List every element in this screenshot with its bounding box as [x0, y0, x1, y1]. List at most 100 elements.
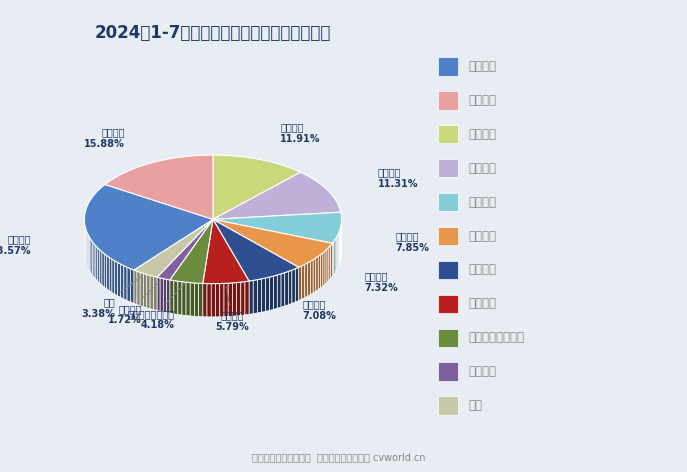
- Text: 徐工汽车
15.88%: 徐工汽车 15.88%: [84, 127, 124, 149]
- PathPatch shape: [203, 284, 207, 317]
- PathPatch shape: [190, 283, 194, 316]
- Text: 东风公司
7.08%: 东风公司 7.08%: [302, 299, 337, 321]
- Text: 三一集团
23.57%: 三一集团 23.57%: [0, 234, 31, 255]
- PathPatch shape: [213, 219, 333, 267]
- PathPatch shape: [134, 219, 213, 277]
- PathPatch shape: [170, 219, 213, 284]
- PathPatch shape: [269, 276, 273, 311]
- PathPatch shape: [330, 243, 333, 278]
- PathPatch shape: [285, 271, 289, 306]
- Text: 数据来源：交强险统计  制图：第一商用车网 cvworld.cn: 数据来源：交强险统计 制图：第一商用车网 cvworld.cn: [252, 453, 426, 463]
- PathPatch shape: [174, 280, 178, 314]
- PathPatch shape: [91, 240, 93, 275]
- PathPatch shape: [311, 260, 313, 295]
- PathPatch shape: [318, 254, 321, 289]
- Text: 陕汽集团: 陕汽集团: [469, 229, 497, 243]
- PathPatch shape: [329, 245, 330, 280]
- PathPatch shape: [104, 254, 106, 289]
- PathPatch shape: [124, 266, 127, 301]
- PathPatch shape: [186, 282, 190, 316]
- PathPatch shape: [232, 283, 236, 316]
- PathPatch shape: [109, 257, 112, 293]
- PathPatch shape: [220, 283, 224, 317]
- FancyBboxPatch shape: [438, 227, 458, 245]
- PathPatch shape: [93, 242, 94, 277]
- PathPatch shape: [131, 269, 134, 303]
- Text: 其他: 其他: [469, 399, 482, 413]
- PathPatch shape: [281, 273, 285, 307]
- PathPatch shape: [213, 155, 300, 219]
- PathPatch shape: [121, 264, 124, 299]
- Text: 远程新能源商用车: 远程新能源商用车: [469, 331, 524, 345]
- Text: 徐工汽车: 徐工汽车: [469, 93, 497, 107]
- PathPatch shape: [334, 239, 335, 275]
- PathPatch shape: [266, 277, 269, 312]
- FancyBboxPatch shape: [438, 261, 458, 279]
- PathPatch shape: [194, 283, 199, 317]
- Text: 中国重汽
11.31%: 中国重汽 11.31%: [378, 167, 418, 189]
- PathPatch shape: [335, 237, 337, 273]
- Text: 其他
3.38%: 其他 3.38%: [82, 276, 143, 319]
- Text: 一汽解放: 一汽解放: [469, 195, 497, 209]
- PathPatch shape: [98, 248, 100, 283]
- PathPatch shape: [321, 253, 323, 288]
- PathPatch shape: [292, 269, 295, 303]
- PathPatch shape: [87, 233, 89, 269]
- PathPatch shape: [140, 272, 144, 307]
- PathPatch shape: [278, 274, 281, 308]
- PathPatch shape: [207, 284, 212, 317]
- PathPatch shape: [254, 280, 258, 314]
- PathPatch shape: [316, 256, 318, 291]
- Text: 2024年1-7月充电重卡品牌市场份额占比一览: 2024年1-7月充电重卡品牌市场份额占比一览: [95, 24, 331, 42]
- PathPatch shape: [302, 264, 305, 299]
- PathPatch shape: [94, 244, 96, 279]
- PathPatch shape: [166, 279, 170, 313]
- PathPatch shape: [160, 278, 164, 312]
- Text: 三一集团: 三一集团: [469, 59, 497, 73]
- Text: 宇通集团: 宇通集团: [469, 127, 497, 141]
- Text: 北奔重汽: 北奔重汽: [469, 365, 497, 379]
- PathPatch shape: [327, 247, 329, 282]
- PathPatch shape: [262, 278, 266, 312]
- PathPatch shape: [308, 261, 311, 296]
- PathPatch shape: [100, 250, 102, 285]
- FancyBboxPatch shape: [438, 396, 458, 415]
- PathPatch shape: [127, 267, 131, 302]
- PathPatch shape: [299, 266, 302, 301]
- Text: 中国重汽: 中国重汽: [469, 161, 497, 175]
- FancyBboxPatch shape: [438, 91, 458, 110]
- FancyBboxPatch shape: [438, 57, 458, 76]
- PathPatch shape: [213, 212, 341, 243]
- PathPatch shape: [213, 172, 341, 219]
- PathPatch shape: [153, 277, 157, 311]
- PathPatch shape: [144, 273, 147, 308]
- PathPatch shape: [85, 185, 213, 270]
- PathPatch shape: [157, 277, 160, 311]
- PathPatch shape: [102, 252, 104, 287]
- Text: 福田汽车
5.79%: 福田汽车 5.79%: [215, 286, 249, 332]
- Text: 陕汽集团
7.32%: 陕汽集团 7.32%: [364, 271, 398, 293]
- PathPatch shape: [258, 279, 262, 313]
- PathPatch shape: [313, 258, 316, 293]
- PathPatch shape: [164, 278, 166, 312]
- PathPatch shape: [203, 219, 249, 284]
- FancyBboxPatch shape: [438, 159, 458, 177]
- PathPatch shape: [182, 282, 186, 315]
- Text: 北奔重汽
1.72%: 北奔重汽 1.72%: [108, 280, 161, 325]
- PathPatch shape: [178, 281, 182, 315]
- PathPatch shape: [224, 283, 228, 317]
- PathPatch shape: [137, 271, 140, 306]
- PathPatch shape: [199, 283, 203, 317]
- PathPatch shape: [339, 229, 340, 264]
- PathPatch shape: [212, 284, 216, 317]
- FancyBboxPatch shape: [438, 193, 458, 211]
- Text: 宇通集团
11.91%: 宇通集团 11.91%: [280, 123, 321, 144]
- PathPatch shape: [106, 255, 109, 291]
- PathPatch shape: [216, 284, 220, 317]
- FancyBboxPatch shape: [438, 295, 458, 313]
- PathPatch shape: [90, 237, 91, 273]
- PathPatch shape: [213, 219, 299, 281]
- PathPatch shape: [273, 275, 278, 309]
- PathPatch shape: [228, 283, 232, 317]
- PathPatch shape: [150, 276, 153, 310]
